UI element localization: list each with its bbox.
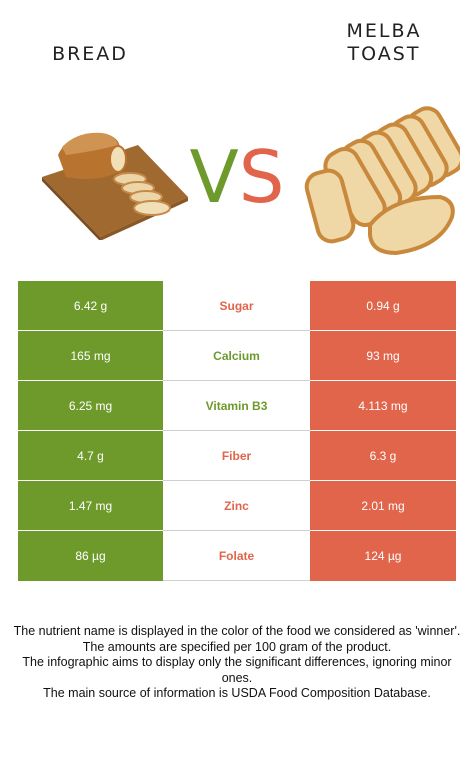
melba-toast-image <box>300 105 465 256</box>
nutrient-name: Sugar <box>163 281 310 331</box>
nutrient-name: Folate <box>163 530 310 581</box>
nutrient-row: 165 mg Calcium 93 mg <box>18 330 456 381</box>
vs-label: VS <box>182 132 292 222</box>
nutrient-name: Fiber <box>163 430 310 481</box>
nutrient-name: Vitamin B3 <box>163 380 310 431</box>
left-food-title: BREAD <box>0 43 180 66</box>
nutrient-row: 86 µg Folate 124 µg <box>18 530 456 581</box>
nutrient-row: 6.25 mg Vitamin B3 4.113 mg <box>18 380 456 431</box>
footnote-line-3: The infographic aims to display only the… <box>22 655 452 685</box>
right-value: 0.94 g <box>310 281 456 331</box>
footnote-line-2: The amounts are specified per 100 gram o… <box>82 639 392 654</box>
right-food-title: MELBA TOAST <box>294 20 474 66</box>
left-food-name: BREAD <box>52 43 128 65</box>
right-value: 124 µg <box>310 530 456 581</box>
footnote-line-1: The nutrient name is displayed in the co… <box>13 624 461 638</box>
nutrient-row: 4.7 g Fiber 6.3 g <box>18 430 456 481</box>
left-value: 165 mg <box>18 330 163 381</box>
left-value: 86 µg <box>18 530 163 581</box>
right-value: 93 mg <box>310 330 456 381</box>
left-value: 6.25 mg <box>18 380 163 431</box>
left-value: 4.7 g <box>18 430 163 481</box>
right-value: 4.113 mg <box>310 380 456 431</box>
bread-image <box>38 125 190 241</box>
right-value: 2.01 mg <box>310 480 456 531</box>
nutrient-name: Zinc <box>163 480 310 531</box>
footnote-line-4: The main source of information is USDA F… <box>43 686 431 700</box>
comparison-table: 6.42 g Sugar 0.94 g 165 mg Calcium 93 mg 6.25 … <box>18 281 456 581</box>
vs-s: S <box>238 135 285 219</box>
footnote: The nutrient name is displayed in the co… <box>10 624 464 702</box>
left-value: 6.42 g <box>18 281 163 331</box>
nutrient-row: 6.42 g Sugar 0.94 g <box>18 281 456 331</box>
nutrient-row: 1.47 mg Zinc 2.01 mg <box>18 480 456 531</box>
vs-v: V <box>189 135 239 219</box>
right-value: 6.3 g <box>310 430 456 481</box>
right-food-name-line1: MELBA <box>346 20 422 42</box>
right-food-name-line2: TOAST <box>347 43 421 65</box>
nutrient-name: Calcium <box>163 330 310 381</box>
left-value: 1.47 mg <box>18 480 163 531</box>
